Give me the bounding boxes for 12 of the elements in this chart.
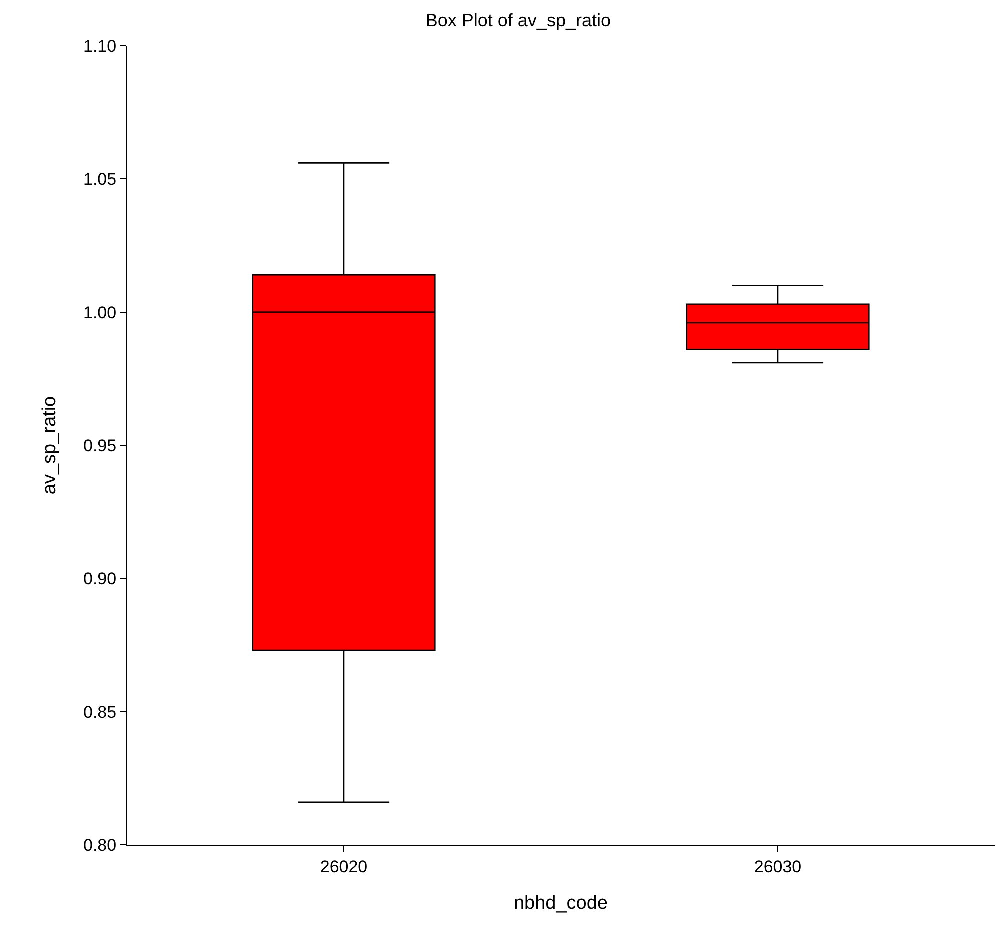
y-axis-title: av_sp_ratio [39, 396, 60, 495]
y-tick-label: 1.05 [84, 170, 117, 190]
y-tick-label: 0.80 [84, 836, 117, 855]
y-tick-label: 1.10 [84, 36, 117, 56]
y-tick-label: 1.00 [84, 303, 117, 322]
x-axis-title: nbhd_code [514, 893, 608, 914]
y-tick-label: 0.95 [84, 436, 117, 456]
chart-title: Box Plot of av_sp_ratio [426, 10, 611, 31]
x-tick-label: 26030 [754, 857, 802, 876]
y-tick-label: 0.90 [84, 570, 117, 589]
y-tick-label: 0.85 [84, 702, 117, 722]
x-tick-label: 26020 [320, 857, 368, 876]
